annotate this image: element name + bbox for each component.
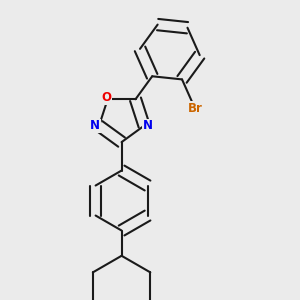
Text: N: N	[90, 119, 100, 132]
Text: N: N	[143, 119, 153, 132]
Text: Br: Br	[188, 102, 202, 115]
Text: O: O	[101, 91, 111, 104]
